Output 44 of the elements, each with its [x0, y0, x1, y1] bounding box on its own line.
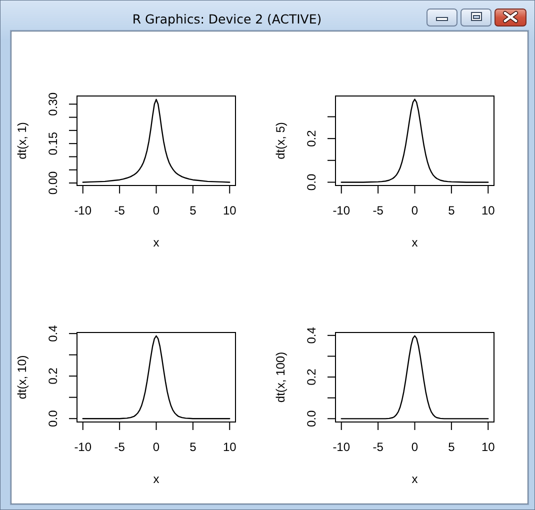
x-tick-label: 0 — [411, 204, 418, 218]
line-series — [82, 335, 230, 420]
x-tick-label: -10 — [332, 204, 350, 218]
y-tick-label: 0.30 — [46, 92, 60, 116]
x-tick-label: -10 — [74, 204, 92, 218]
x-tick-label: 10 — [481, 204, 496, 218]
x-tick-label: 10 — [481, 440, 496, 454]
x-tick-label: -10 — [74, 440, 92, 454]
x-axis-title: x — [153, 472, 160, 486]
x-tick-label: 5 — [448, 440, 456, 454]
x-tick-label: 0 — [152, 440, 160, 454]
y-axis-title: dt(x, 10) — [15, 355, 29, 400]
x-tick-label: -5 — [372, 204, 384, 218]
x-tick-label: 10 — [222, 440, 237, 454]
x-tick-label: 10 — [222, 204, 237, 218]
x-tick-label: 5 — [448, 204, 456, 218]
x-tick-label: -5 — [114, 440, 126, 454]
line-series — [340, 98, 489, 183]
x-axis-title: x — [412, 236, 418, 250]
y-tick-label: 0.0 — [46, 410, 60, 427]
y-tick-label: 0.0 — [304, 174, 318, 191]
x-tick-label: -5 — [372, 440, 384, 454]
x-tick-label: 0 — [411, 440, 418, 454]
y-tick-label: 0.0 — [304, 410, 318, 428]
y-tick-label: 0.2 — [304, 368, 318, 386]
x-tick-label: 0 — [152, 204, 160, 218]
text: R Graphics: Device 2 (ACTIVE) — [132, 12, 322, 26]
x-tick-label: 5 — [190, 204, 197, 218]
y-tick-label: 0.4 — [304, 326, 318, 344]
y-tick-label: 0.2 — [304, 130, 318, 147]
y-tick-label: 0.4 — [46, 324, 60, 342]
y-axis-title: dt(x, 5) — [274, 122, 288, 160]
y-tick-label: 0.00 — [46, 171, 60, 195]
line-series — [82, 98, 230, 183]
x-tick-label: 5 — [190, 440, 197, 454]
y-tick-label: 0.2 — [46, 367, 60, 384]
x-tick-label: -5 — [114, 204, 126, 218]
x-tick-label: -10 — [332, 440, 350, 454]
y-axis-title: dt(x, 1) — [15, 122, 29, 160]
x-axis-title: x — [153, 236, 160, 250]
x-axis-title: x — [412, 472, 418, 486]
y-axis-title: dt(x, 100) — [274, 352, 288, 403]
line-series — [340, 335, 489, 420]
y-tick-label: 0.15 — [46, 132, 60, 156]
